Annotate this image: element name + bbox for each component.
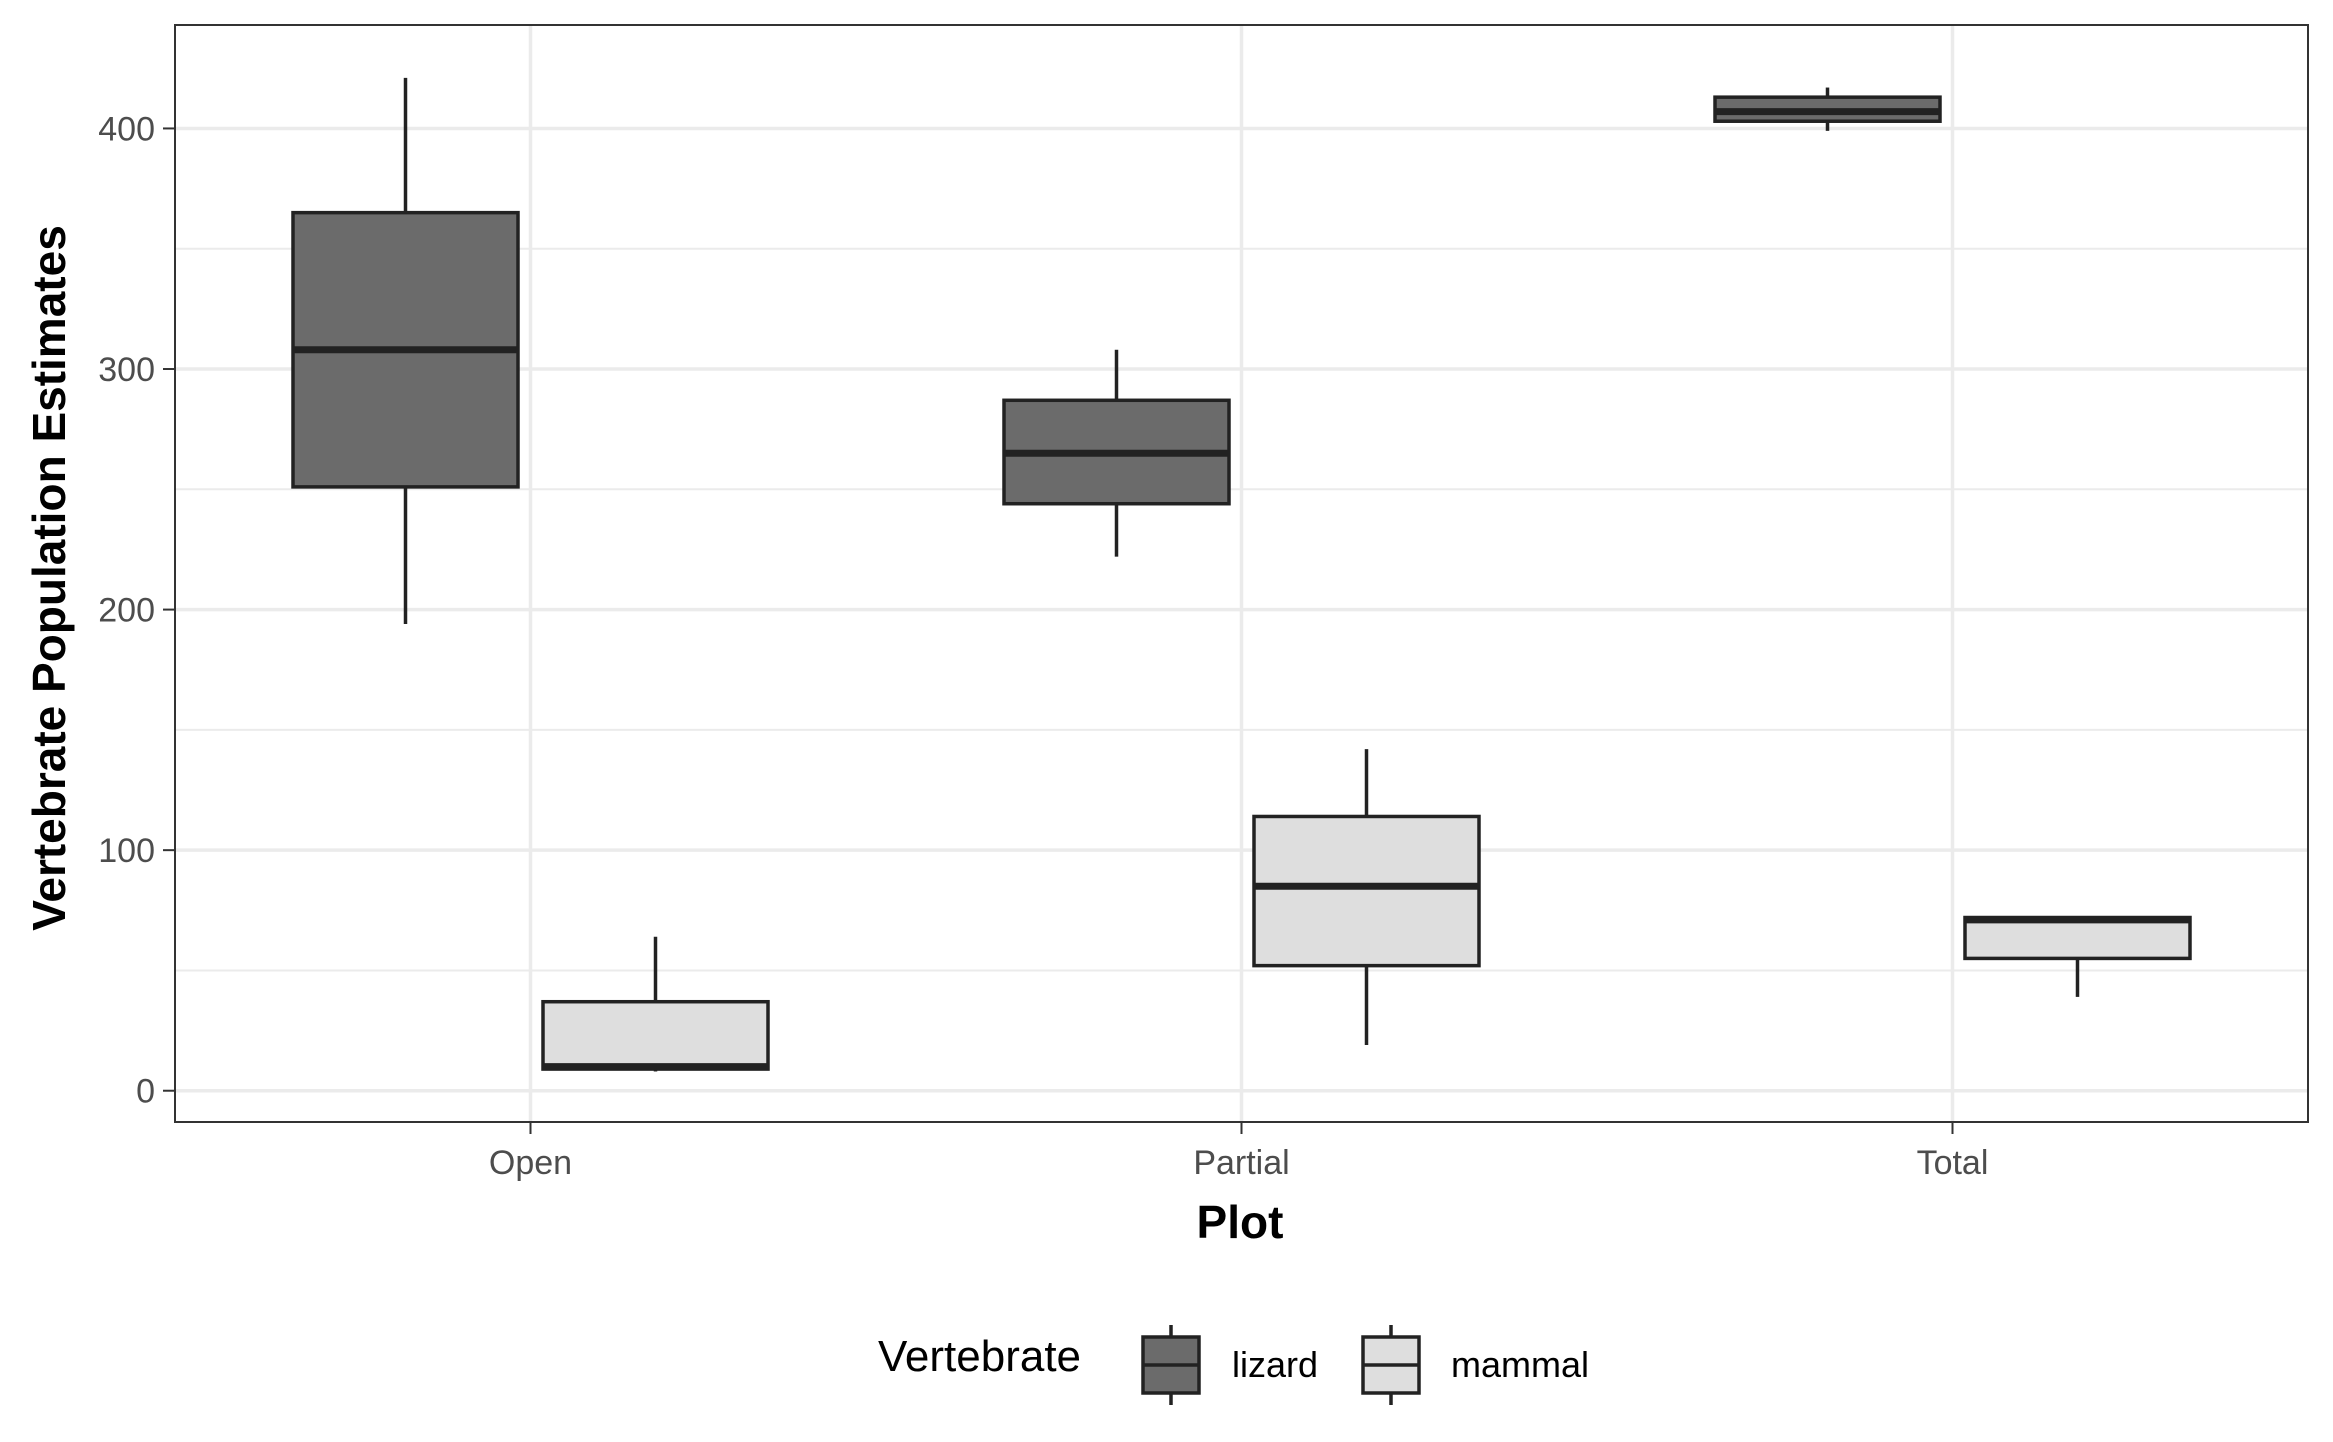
box-body xyxy=(541,999,770,1071)
box-mammal-total xyxy=(1963,915,2192,997)
legend-label-lizard: lizard xyxy=(1232,1344,1318,1385)
box-body xyxy=(1963,915,2192,961)
y-axis-title: Vertebrate Population Estimates xyxy=(23,225,75,931)
box-mammal-partial xyxy=(1252,749,1481,1046)
y-tick-label: 300 xyxy=(98,351,155,389)
legend-key-mammal xyxy=(1361,1325,1421,1405)
y-tick-label: 0 xyxy=(136,1073,155,1111)
y-tick-label: 400 xyxy=(98,110,155,148)
box-mammal-open xyxy=(541,936,770,1072)
x-tick-label: Open xyxy=(489,1144,572,1182)
x-tick-label: Total xyxy=(1917,1144,1989,1182)
y-tick-label: 100 xyxy=(98,832,155,870)
box-lizard-total xyxy=(1713,87,1942,131)
legend: Vertebrate lizard mammal xyxy=(878,1325,1589,1405)
y-tick-label: 200 xyxy=(98,592,155,630)
box-lizard-open xyxy=(291,77,520,625)
legend-title: Vertebrate xyxy=(878,1332,1081,1381)
box-lizard-partial xyxy=(1002,349,1231,557)
axes: 0 100 200 300 400 Open Partial Total xyxy=(98,110,1988,1182)
grid-lines xyxy=(175,25,2308,1122)
legend-label-mammal: mammal xyxy=(1451,1344,1589,1385)
legend-keys: lizard mammal xyxy=(1141,1325,1589,1405)
x-tick-label: Partial xyxy=(1193,1144,1289,1182)
box-body xyxy=(1252,814,1481,968)
legend-key-lizard xyxy=(1141,1325,1201,1405)
x-axis-title: Plot xyxy=(1197,1196,1284,1248)
box-layer xyxy=(291,77,2192,1072)
